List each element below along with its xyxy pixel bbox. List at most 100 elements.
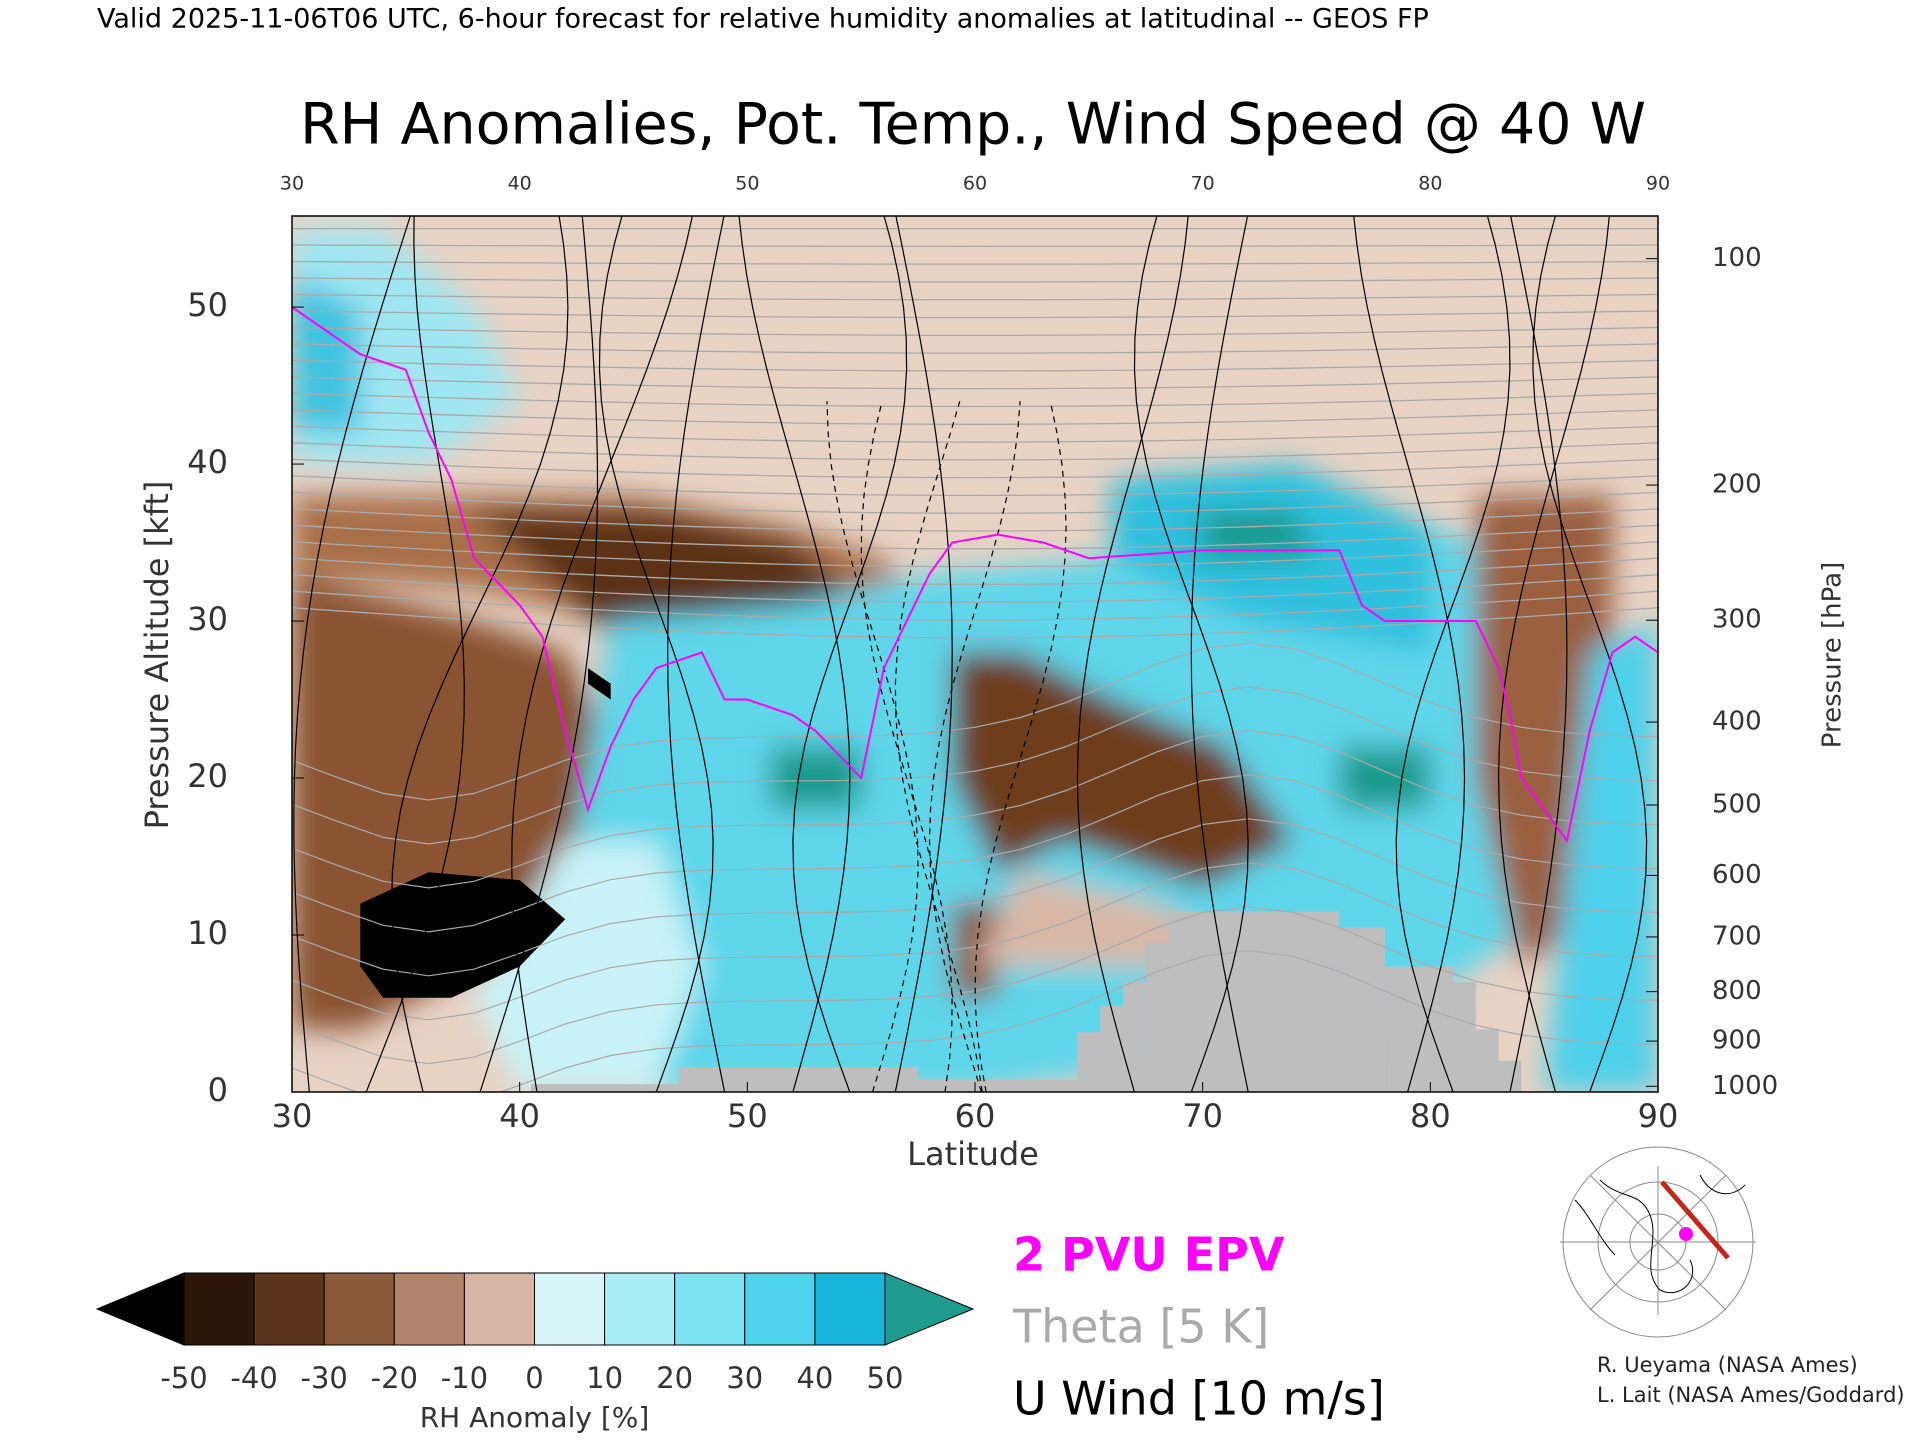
theta-contour <box>292 359 1658 372</box>
field-region <box>588 668 611 700</box>
theta-contour <box>292 557 1658 586</box>
field-region <box>360 872 566 998</box>
terrain <box>1168 911 1340 1092</box>
wind-contour <box>293 216 411 1092</box>
x-top-tick-label: 60 <box>963 173 987 195</box>
colorbar-segment <box>463 1272 535 1346</box>
x-top-tick-label: 30 <box>280 173 304 195</box>
y2-tick-label: 1000 <box>1712 1071 1778 1101</box>
theta-contour <box>292 686 1658 845</box>
colorbar-tick-label: 50 <box>867 1361 904 1395</box>
y2-tick-label: 900 <box>1712 1026 1762 1056</box>
x-top-tick-label: 80 <box>1418 173 1442 195</box>
x-tick-label: 50 <box>727 1097 768 1135</box>
y2-axis-label: Pressure [hPa] <box>1818 562 1848 749</box>
colorbar-segment <box>323 1272 395 1346</box>
theta-contour <box>292 343 1658 354</box>
wind-contour <box>667 216 726 1092</box>
terrain <box>1339 927 1385 1092</box>
credit: R. Ueyama (NASA Ames) <box>1597 1353 1858 1377</box>
legend-entry: 2 PVU EPV <box>1013 1228 1285 1282</box>
theta-contour <box>292 491 1658 514</box>
wind-contour <box>391 216 569 1092</box>
theta-contour <box>292 458 1658 479</box>
wind-contour <box>1353 216 1466 1092</box>
theta-contour <box>292 376 1658 390</box>
field-region <box>770 746 862 810</box>
field-region <box>1339 746 1431 810</box>
theta-contour <box>292 730 1658 889</box>
wind-contour <box>1497 216 1610 1092</box>
wind-contour <box>1395 216 1511 1092</box>
wind-contour <box>860 401 953 1092</box>
y2-tick-label: 200 <box>1712 470 1762 500</box>
colorbar-segment <box>393 1272 465 1346</box>
colorbar-tick-label: -20 <box>371 1361 418 1395</box>
legend-entry: U Wind [10 m/s] <box>1013 1372 1385 1426</box>
x-tick-label: 70 <box>1182 1097 1223 1135</box>
theta-contour <box>292 642 1658 801</box>
map-inset <box>1560 1146 1756 1338</box>
colorbar-tick-label: 40 <box>796 1361 833 1395</box>
y2-tick-label: 600 <box>1712 860 1762 890</box>
x-top-tick-label: 40 <box>508 173 532 195</box>
theta-contour <box>292 607 1658 639</box>
terrain <box>1077 1032 1101 1092</box>
theta-contour <box>292 442 1658 461</box>
theta-contour <box>292 774 1658 933</box>
wind-contour <box>479 216 599 1092</box>
wind-contour <box>1509 216 1568 1092</box>
y-tick-label: 10 <box>187 914 228 952</box>
terrain <box>1453 982 1476 1092</box>
terrain <box>531 1084 680 1092</box>
y2-tick-label: 100 <box>1712 243 1762 273</box>
field-region <box>1202 511 1317 559</box>
colorbar-tick-label: 20 <box>656 1361 693 1395</box>
x-tick-label: 60 <box>955 1097 996 1135</box>
colorbar-segment <box>183 1272 255 1346</box>
wind-contour <box>974 401 1067 1092</box>
x-tick-label: 30 <box>272 1097 313 1135</box>
wind-contour <box>928 401 1021 1092</box>
theta-contour <box>292 818 1658 977</box>
wind-contour <box>1532 216 1648 1092</box>
x-tick-label: 90 <box>1638 1097 1679 1135</box>
y2-tick-label: 300 <box>1712 605 1762 635</box>
chart-title: RH Anomalies, Pot. Temp., Wind Speed @ 4… <box>300 92 1646 158</box>
theta-contour <box>292 862 1658 1021</box>
terrain <box>1145 942 1169 1092</box>
terrain <box>1384 966 1454 1092</box>
header: Valid 2025-11-06T06 UTC, 6-hour forecast… <box>97 4 1429 35</box>
x-top-tick-label: 90 <box>1646 173 1670 195</box>
theta-contour <box>292 508 1658 532</box>
colorbar-segment <box>534 1272 606 1346</box>
theta-contour <box>292 524 1658 550</box>
theta-contour <box>292 475 1658 497</box>
legend-entry: Theta [5 K] <box>1012 1300 1269 1354</box>
colorbar-segment <box>604 1272 676 1346</box>
wind-contour <box>511 216 694 1092</box>
y2-tick-label: 500 <box>1712 790 1762 820</box>
y-tick-label: 50 <box>187 286 228 324</box>
field-region <box>1544 621 1658 1092</box>
x-tick-label: 40 <box>499 1097 540 1135</box>
terrain <box>1122 982 1146 1092</box>
x-top-tick-label: 50 <box>735 173 759 195</box>
contours <box>292 216 1658 1092</box>
terrain <box>918 1079 1078 1092</box>
colorbar-tick-label: -40 <box>230 1361 277 1395</box>
credit: L. Lait (NASA Ames/Goddard) <box>1597 1383 1905 1407</box>
terrain <box>1100 1005 1123 1092</box>
wind-contour <box>365 216 465 1092</box>
x-top-tick-label: 70 <box>1191 173 1215 195</box>
y-tick-label: 0 <box>208 1071 228 1109</box>
colorbar-tick-label: -30 <box>301 1361 348 1395</box>
colorbar-tick-label: 10 <box>586 1361 623 1395</box>
colorbar-tick-label: 0 <box>525 1361 543 1395</box>
terrain <box>1498 1060 1522 1092</box>
wind-contour <box>1076 216 1189 1092</box>
field <box>292 216 1658 1092</box>
y-tick-label: 40 <box>187 443 228 481</box>
theta-contour <box>292 244 1658 248</box>
colorbar-segment <box>744 1272 816 1346</box>
